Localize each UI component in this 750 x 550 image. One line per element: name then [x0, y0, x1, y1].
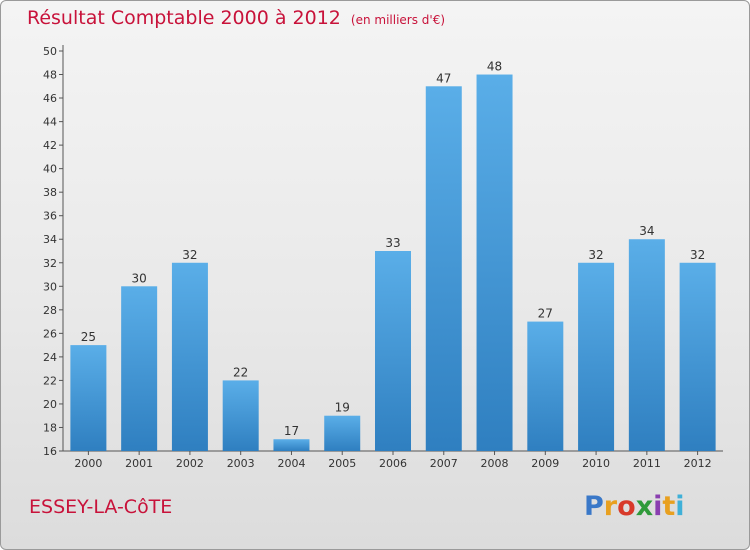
- x-tick-label: 2003: [227, 457, 255, 470]
- bar: [425, 86, 462, 451]
- y-tick-label: 18: [43, 421, 57, 434]
- data-label: 32: [690, 248, 705, 262]
- logo-letter: r: [603, 491, 618, 522]
- bar: [171, 262, 208, 451]
- y-tick-label: 22: [43, 374, 57, 387]
- data-label: 47: [436, 71, 451, 85]
- y-tick-label: 26: [43, 327, 57, 340]
- x-tick-label: 2006: [379, 457, 407, 470]
- data-label: 19: [335, 401, 350, 415]
- x-tick-label: 2001: [125, 457, 153, 470]
- bar: [476, 74, 513, 451]
- bar: [222, 380, 259, 451]
- x-tick-label: 2011: [633, 457, 661, 470]
- chart-title: Résultat Comptable 2000 à 2012 (en millie…: [27, 7, 445, 29]
- data-label: 32: [182, 248, 197, 262]
- y-tick-label: 40: [43, 163, 57, 176]
- bar: [578, 262, 615, 451]
- x-tick-label: 2009: [531, 457, 559, 470]
- bar: [273, 439, 310, 451]
- y-tick-label: 34: [43, 233, 57, 246]
- x-tick-label: 2010: [582, 457, 610, 470]
- data-label: 25: [81, 330, 96, 344]
- data-label: 22: [233, 365, 248, 379]
- y-tick-label: 24: [43, 351, 57, 364]
- x-tick-label: 2007: [430, 457, 458, 470]
- bar: [121, 286, 158, 451]
- chart-title-main: Résultat Comptable 2000 à 2012: [27, 7, 341, 29]
- bar: [527, 321, 564, 451]
- chart-labels: 2000 25 2001 30 2002 32 2003 22 2004 17 2005 19 2006…: [74, 60, 711, 470]
- x-tick-label: 2012: [684, 457, 712, 470]
- logo-letter: i: [653, 491, 663, 522]
- bar: [324, 415, 361, 451]
- x-tick-label: 2004: [277, 457, 305, 470]
- y-tick-label: 16: [43, 445, 57, 458]
- bar: [679, 262, 716, 451]
- data-label: 34: [639, 224, 654, 238]
- y-tick-label: 42: [43, 139, 57, 152]
- brand-logo: Proxiti: [584, 491, 685, 522]
- y-tick-label: 46: [43, 92, 57, 105]
- data-label: 30: [132, 271, 147, 285]
- bar: [70, 345, 107, 451]
- bar: [628, 239, 665, 451]
- data-label: 48: [487, 60, 502, 74]
- place-name: ESSEY-LA-CôTE: [29, 496, 173, 518]
- x-tick-label: 2000: [74, 457, 102, 470]
- x-tick-label: 2005: [328, 457, 356, 470]
- chart-subtitle: (en milliers d'€): [350, 13, 446, 27]
- y-tick-label: 38: [43, 186, 57, 199]
- x-tick-label: 2008: [481, 457, 509, 470]
- y-tick-label: 50: [43, 45, 57, 58]
- y-tick-label: 20: [43, 398, 57, 411]
- logo-letter: x: [635, 491, 654, 522]
- data-label: 33: [385, 236, 400, 250]
- y-tick-label: 32: [43, 257, 57, 270]
- bar: [375, 251, 411, 451]
- logo-letter: o: [617, 491, 636, 522]
- logo-letter: i: [675, 491, 685, 522]
- data-label: 32: [588, 248, 603, 262]
- data-label: 17: [284, 424, 299, 438]
- y-tick-label: 36: [43, 210, 57, 223]
- chart-bars: [70, 74, 716, 451]
- x-tick-label: 2002: [176, 457, 204, 470]
- y-tick-label: 48: [43, 69, 57, 82]
- data-label: 27: [538, 307, 553, 321]
- y-tick-label: 30: [43, 280, 57, 293]
- y-tick-label: 44: [43, 116, 57, 129]
- y-tick-label: 28: [43, 304, 57, 317]
- logo-letter: t: [662, 491, 676, 522]
- logo-letter: P: [584, 491, 604, 522]
